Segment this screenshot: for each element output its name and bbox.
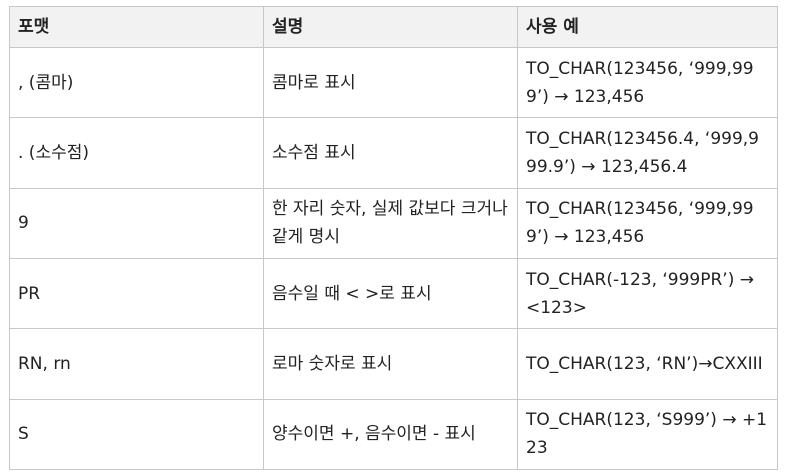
- table-row: 9 한 자리 숫자, 실제 값보다 크거나 같게 명시 TO_CHAR(1234…: [9, 187, 778, 259]
- example-cell: TO_CHAR(123, ‘RN’)→CXXIII: [517, 328, 778, 400]
- example-cell: TO_CHAR(123456, ‘999,999’) → 123,456: [517, 46, 778, 119]
- format-cell: PR: [9, 257, 264, 330]
- description-cell: 음수일 때 < >로 표시: [263, 257, 518, 330]
- format-cell: RN, rn: [9, 328, 264, 400]
- description-cell: 소수점 표시: [263, 117, 518, 189]
- format-cell: . (소수점): [9, 117, 264, 189]
- description-cell: 한 자리 숫자, 실제 값보다 크거나 같게 명시: [263, 187, 518, 259]
- table-row: PR 음수일 때 < >로 표시 TO_CHAR(-123, ‘999PR’) …: [9, 257, 778, 330]
- table-header-row: 포맷 설명 사용 예: [9, 6, 778, 48]
- header-format: 포맷: [9, 6, 264, 48]
- example-cell: TO_CHAR(123456, ‘999,999’) → 123,456: [517, 187, 778, 259]
- example-cell: TO_CHAR(123456.4, ‘999,999.9’) → 123,456…: [517, 117, 778, 189]
- format-cell: , (콤마): [9, 46, 264, 119]
- description-cell: 로마 숫자로 표시: [263, 328, 518, 400]
- description-cell: 양수이면 +, 음수이면 - 표시: [263, 398, 518, 471]
- format-table: 포맷 설명 사용 예 , (콤마) 콤마로 표시 TO_CHAR(123456,…: [9, 6, 778, 471]
- format-cell: 9: [9, 187, 264, 259]
- header-description: 설명: [263, 6, 518, 48]
- table-row: . (소수점) 소수점 표시 TO_CHAR(123456.4, ‘999,99…: [9, 117, 778, 189]
- example-cell: TO_CHAR(123, ‘S999’) → +123: [517, 398, 778, 471]
- example-cell: TO_CHAR(-123, ‘999PR’) → <123>: [517, 257, 778, 330]
- description-cell: 콤마로 표시: [263, 46, 518, 119]
- table-row: , (콤마) 콤마로 표시 TO_CHAR(123456, ‘999,999’)…: [9, 46, 778, 119]
- table-row: S 양수이면 +, 음수이면 - 표시 TO_CHAR(123, ‘S999’)…: [9, 398, 778, 471]
- format-cell: S: [9, 398, 264, 471]
- header-example: 사용 예: [517, 6, 778, 48]
- table-row: RN, rn 로마 숫자로 표시 TO_CHAR(123, ‘RN’)→CXXI…: [9, 328, 778, 400]
